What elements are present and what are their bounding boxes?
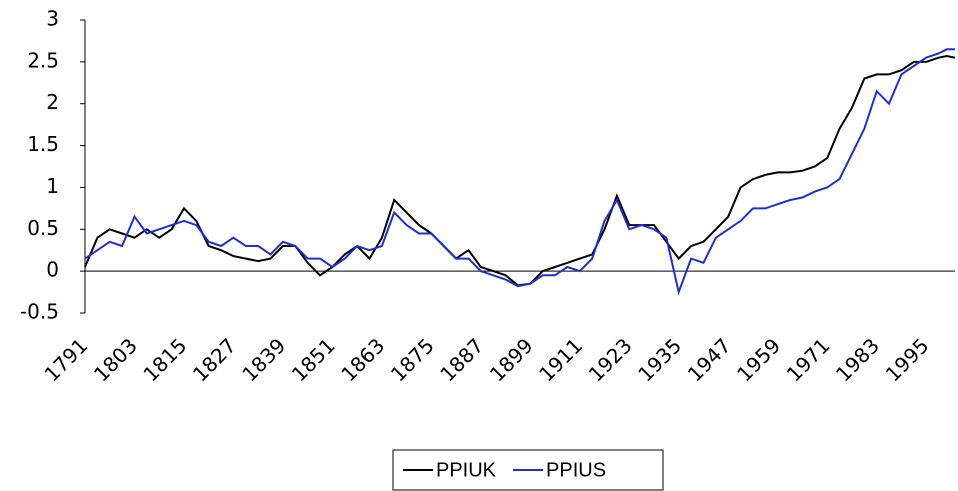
x-tick-label: 1971 [782, 333, 835, 386]
x-tick-label: 1887 [435, 333, 488, 386]
legend-label: PPIUK [436, 459, 497, 481]
y-tick-label: 2 [46, 90, 59, 114]
x-tick-label: 1815 [138, 333, 191, 386]
x-tick-label: 1923 [584, 333, 637, 386]
y-tick-label: 0.5 [27, 216, 59, 240]
y-tick-label: 0 [46, 258, 59, 282]
x-tick-label: 1947 [683, 333, 736, 386]
y-tick-label: 3 [46, 7, 59, 31]
x-tick-label: 1839 [237, 333, 290, 386]
x-tick-label: 1863 [336, 333, 389, 386]
x-tick-label: 1983 [831, 333, 884, 386]
y-tick-label: 1 [46, 174, 59, 198]
x-tick-label: 1875 [386, 333, 439, 386]
y-tick-label: 2.5 [27, 48, 59, 72]
y-tick-label: 1.5 [27, 132, 59, 156]
series-line [84, 48, 955, 296]
series-line [84, 54, 956, 287]
x-tick-label: 1827 [188, 333, 241, 386]
x-tick-label: 1803 [89, 333, 142, 386]
x-tick-label: 1899 [485, 333, 538, 386]
x-tick-label: 1911 [534, 333, 587, 386]
y-tick-label: -0.5 [20, 300, 59, 324]
x-tick-label: 1995 [881, 333, 934, 386]
x-tick-label: 1851 [287, 333, 340, 386]
x-tick-label: 1959 [732, 333, 785, 386]
legend-label: PPIUS [546, 459, 606, 481]
x-tick-label: 1791 [39, 333, 92, 386]
legend: PPIUK PPIUS [392, 449, 664, 491]
x-tick-label: 1935 [633, 333, 686, 386]
